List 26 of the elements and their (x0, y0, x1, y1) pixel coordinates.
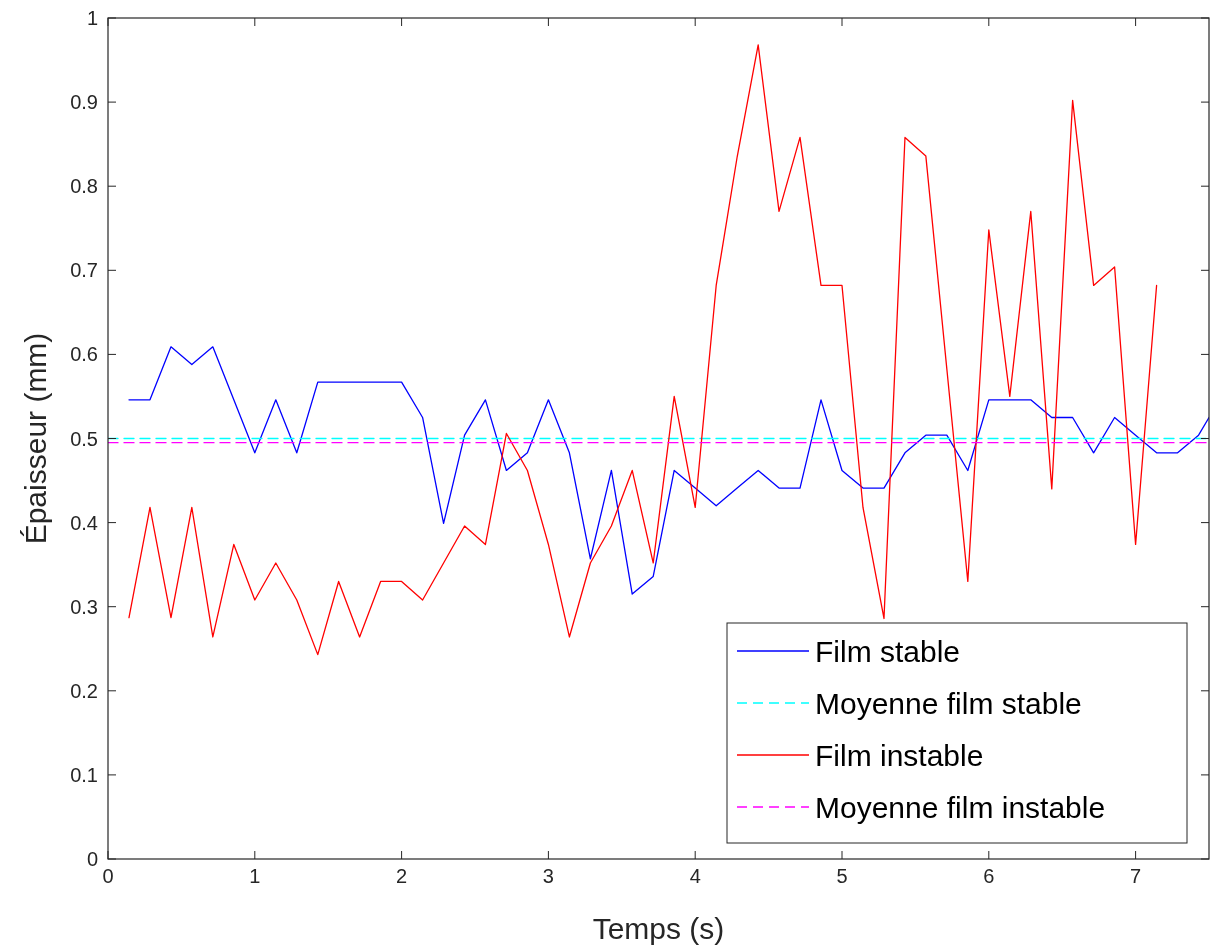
x-tick-label: 2 (396, 865, 408, 887)
legend-label: Film stable (815, 634, 961, 668)
y-tick-label: 0.5 (70, 427, 98, 450)
y-tick-label: 0.8 (70, 175, 98, 198)
x-axis-title: Temps (s) (592, 912, 725, 945)
x-tick-label: 3 (542, 865, 554, 887)
y-tick-label: 0 (86, 848, 98, 870)
legend-label: Film instable (815, 738, 984, 772)
y-tick-label: 0.9 (70, 91, 98, 114)
legend-label: Moyenne film stable (815, 686, 1082, 720)
x-tick-label: 4 (689, 865, 701, 887)
y-tick-label: 0.3 (70, 595, 98, 618)
legend-label: Moyenne film instable (815, 790, 1106, 824)
x-tick-label: 1 (249, 865, 261, 887)
y-tick-label: 0.7 (70, 259, 98, 282)
x-tick-label: 0 (102, 865, 114, 887)
y-tick-label: 0.2 (70, 679, 98, 702)
y-tick-label: 0.6 (70, 343, 98, 366)
y-tick-label: 1 (86, 7, 98, 29)
y-axis-title: Épaisseur (mm) (19, 332, 52, 545)
x-tick-label: 7 (1130, 865, 1142, 887)
y-tick-label: 0.4 (70, 511, 98, 534)
y-tick-label: 0.1 (70, 763, 98, 786)
x-tick-label: 5 (836, 865, 848, 887)
x-tick-label: 6 (983, 865, 995, 887)
line-series (128, 346, 1209, 595)
